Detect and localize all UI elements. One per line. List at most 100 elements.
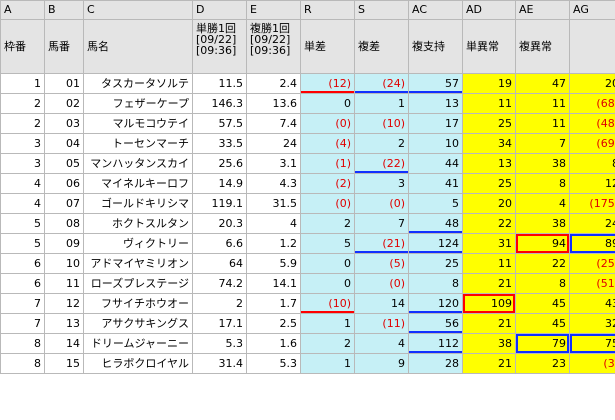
cell-fukusa[interactable]: 2 xyxy=(354,133,409,154)
cell-fukusho[interactable]: 1.7 xyxy=(246,293,301,314)
cell-shiji[interactable]: 124 xyxy=(408,233,463,254)
cell-fukuijou[interactable]: 45 xyxy=(515,313,570,334)
cell-umaban[interactable]: 02 xyxy=(44,93,84,114)
cell-ag[interactable]: 12 xyxy=(569,173,615,194)
cell-ag[interactable]: 89 xyxy=(569,233,615,254)
cell-name[interactable]: マンハッタンスカイ xyxy=(83,153,193,174)
cell-fukuijou[interactable]: 38 xyxy=(515,153,570,174)
cell-tanijou[interactable]: 25 xyxy=(462,113,516,134)
cell-ag[interactable]: (3) xyxy=(569,353,615,374)
cell-tansa[interactable]: (1) xyxy=(300,153,355,174)
cell-fukuijou[interactable]: 11 xyxy=(515,113,570,134)
cell-fukusa[interactable]: 4 xyxy=(354,333,409,354)
cell-shiji[interactable]: 41 xyxy=(408,173,463,194)
cell-name[interactable]: マルモコウテイ xyxy=(83,113,193,134)
cell-fukusho[interactable]: 1.2 xyxy=(246,233,301,254)
cell-ag[interactable]: (175) xyxy=(569,193,615,214)
cell-tanijou[interactable]: 31 xyxy=(462,233,516,254)
cell-shiji[interactable]: 13 xyxy=(408,93,463,114)
cell-name[interactable]: ホクトスルタン xyxy=(83,213,193,234)
cell-waku[interactable]: 4 xyxy=(0,193,45,214)
cell-name[interactable]: アサクサキングス xyxy=(83,313,193,334)
cell-fukusa[interactable]: (0) xyxy=(354,193,409,214)
cell-fukusho[interactable]: 31.5 xyxy=(246,193,301,214)
cell-name[interactable]: トーセンマーチ xyxy=(83,133,193,154)
column-letter-ac[interactable]: AC xyxy=(408,0,463,20)
cell-tansho[interactable]: 20.3 xyxy=(192,213,247,234)
cell-umaban[interactable]: 11 xyxy=(44,273,84,294)
column-letter-c[interactable]: C xyxy=(83,0,193,20)
cell-waku[interactable]: 7 xyxy=(0,293,45,314)
cell-tanijou[interactable]: 22 xyxy=(462,213,516,234)
cell-fukuijou[interactable]: 47 xyxy=(515,73,570,94)
cell-fukuijou[interactable]: 8 xyxy=(515,273,570,294)
column-letter-b[interactable]: B xyxy=(44,0,84,20)
column-letter-s[interactable]: S xyxy=(354,0,409,20)
cell-name[interactable]: ドリームジャーニー xyxy=(83,333,193,354)
cell-fukusa[interactable]: (24) xyxy=(354,73,409,94)
cell-ag[interactable]: (69) xyxy=(569,133,615,154)
cell-fukuijou[interactable]: 38 xyxy=(515,213,570,234)
cell-shiji[interactable]: 17 xyxy=(408,113,463,134)
cell-fukusho[interactable]: 1.6 xyxy=(246,333,301,354)
cell-tanijou[interactable]: 19 xyxy=(462,73,516,94)
header-tansho-odds[interactable]: 単勝1回 [09/22] [09:36] xyxy=(192,19,247,74)
cell-name[interactable]: フェザーケープ xyxy=(83,93,193,114)
cell-name[interactable]: ローズプレステージ xyxy=(83,273,193,294)
cell-fukusho[interactable]: 4.3 xyxy=(246,173,301,194)
cell-ag[interactable]: 75 xyxy=(569,333,615,354)
column-letter-d[interactable]: D xyxy=(192,0,247,20)
header-tansa[interactable]: 単差 xyxy=(300,19,355,74)
cell-waku[interactable]: 6 xyxy=(0,273,45,294)
cell-tanijou[interactable]: 21 xyxy=(462,273,516,294)
cell-fukusa[interactable]: (21) xyxy=(354,233,409,254)
cell-umaban[interactable]: 10 xyxy=(44,253,84,274)
cell-umaban[interactable]: 06 xyxy=(44,173,84,194)
cell-fukuijou[interactable]: 22 xyxy=(515,253,570,274)
cell-waku[interactable]: 6 xyxy=(0,253,45,274)
cell-tansa[interactable]: 0 xyxy=(300,93,355,114)
cell-fukusho[interactable]: 7.4 xyxy=(246,113,301,134)
cell-tanijou[interactable]: 11 xyxy=(462,93,516,114)
cell-waku[interactable]: 8 xyxy=(0,333,45,354)
cell-ag[interactable]: 8 xyxy=(569,153,615,174)
cell-ag[interactable]: (25) xyxy=(569,253,615,274)
cell-waku[interactable]: 3 xyxy=(0,153,45,174)
cell-umaban[interactable]: 09 xyxy=(44,233,84,254)
cell-shiji[interactable]: 44 xyxy=(408,153,463,174)
cell-tansho[interactable]: 2 xyxy=(192,293,247,314)
cell-fukusa[interactable]: (11) xyxy=(354,313,409,334)
cell-shiji[interactable]: 48 xyxy=(408,213,463,234)
cell-waku[interactable]: 4 xyxy=(0,173,45,194)
cell-ag[interactable]: 24 xyxy=(569,213,615,234)
cell-tansho[interactable]: 33.5 xyxy=(192,133,247,154)
cell-name[interactable]: ヴィクトリー xyxy=(83,233,193,254)
cell-waku[interactable]: 3 xyxy=(0,133,45,154)
header-fukushiji[interactable]: 複支持 xyxy=(408,19,463,74)
cell-shiji[interactable]: 10 xyxy=(408,133,463,154)
cell-tansa[interactable]: (0) xyxy=(300,113,355,134)
cell-fukuijou[interactable]: 94 xyxy=(515,233,570,254)
cell-tanijou[interactable]: 21 xyxy=(462,313,516,334)
cell-waku[interactable]: 8 xyxy=(0,353,45,374)
header-umaban[interactable]: 馬番 xyxy=(44,19,84,74)
cell-tansa[interactable]: 5 xyxy=(300,233,355,254)
cell-fukuijou[interactable]: 79 xyxy=(515,333,570,354)
cell-tansho[interactable]: 17.1 xyxy=(192,313,247,334)
cell-shiji[interactable]: 28 xyxy=(408,353,463,374)
cell-shiji[interactable]: 56 xyxy=(408,313,463,334)
cell-waku[interactable]: 5 xyxy=(0,213,45,234)
cell-fukusa[interactable]: (5) xyxy=(354,253,409,274)
cell-umaban[interactable]: 05 xyxy=(44,153,84,174)
cell-ag[interactable]: 32 xyxy=(569,313,615,334)
cell-waku[interactable]: 2 xyxy=(0,113,45,134)
cell-fukusho[interactable]: 14.1 xyxy=(246,273,301,294)
cell-shiji[interactable]: 25 xyxy=(408,253,463,274)
cell-umaban[interactable]: 03 xyxy=(44,113,84,134)
cell-tansho[interactable]: 57.5 xyxy=(192,113,247,134)
cell-umaban[interactable]: 01 xyxy=(44,73,84,94)
cell-fukusa[interactable]: (22) xyxy=(354,153,409,174)
cell-umaban[interactable]: 12 xyxy=(44,293,84,314)
cell-ag[interactable]: 20 xyxy=(569,73,615,94)
cell-tansa[interactable]: 0 xyxy=(300,253,355,274)
